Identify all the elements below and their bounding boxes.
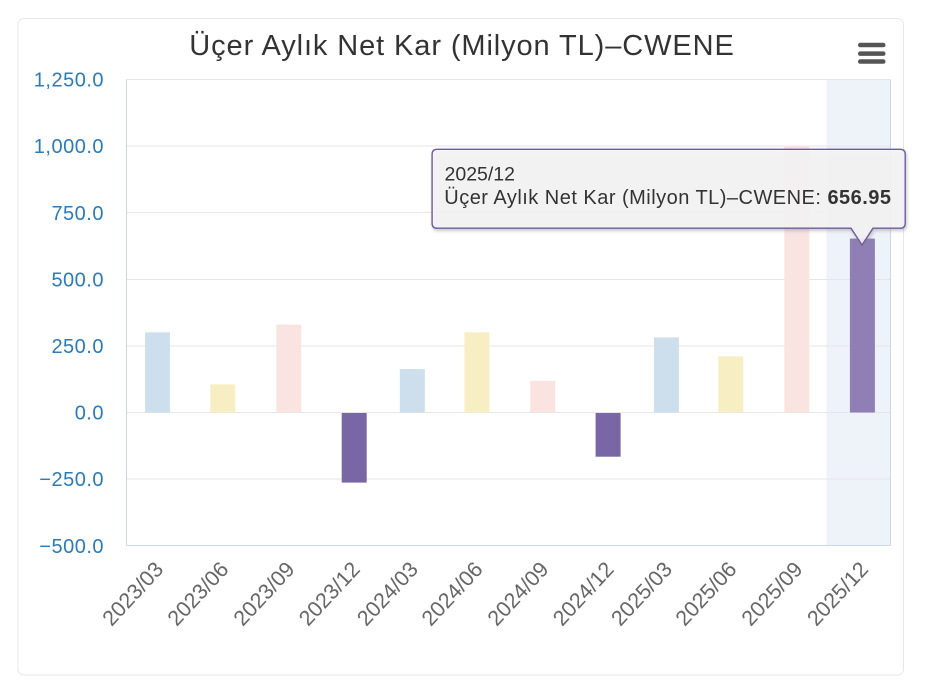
svg-text:0.0: 0.0 (75, 403, 104, 425)
svg-text:1,000.0: 1,000.0 (34, 136, 104, 158)
svg-text:2025/12: 2025/12 (445, 164, 516, 186)
svg-text:1,250.0: 1,250.0 (34, 70, 104, 92)
svg-text:750.0: 750.0 (51, 203, 104, 225)
svg-text:Üçer Aylık Net Kar (Milyon TL): Üçer Aylık Net Kar (Milyon TL)–CWENE: 65… (444, 187, 891, 209)
svg-text:500.0: 500.0 (51, 269, 104, 291)
svg-text:Üçer Aylık Net Kar (Milyon TL): Üçer Aylık Net Kar (Milyon TL)–CWENE (189, 30, 734, 62)
svg-text:−500.0: −500.0 (39, 536, 104, 558)
svg-text:250.0: 250.0 (51, 336, 104, 358)
svg-text:−250.0: −250.0 (39, 469, 104, 491)
